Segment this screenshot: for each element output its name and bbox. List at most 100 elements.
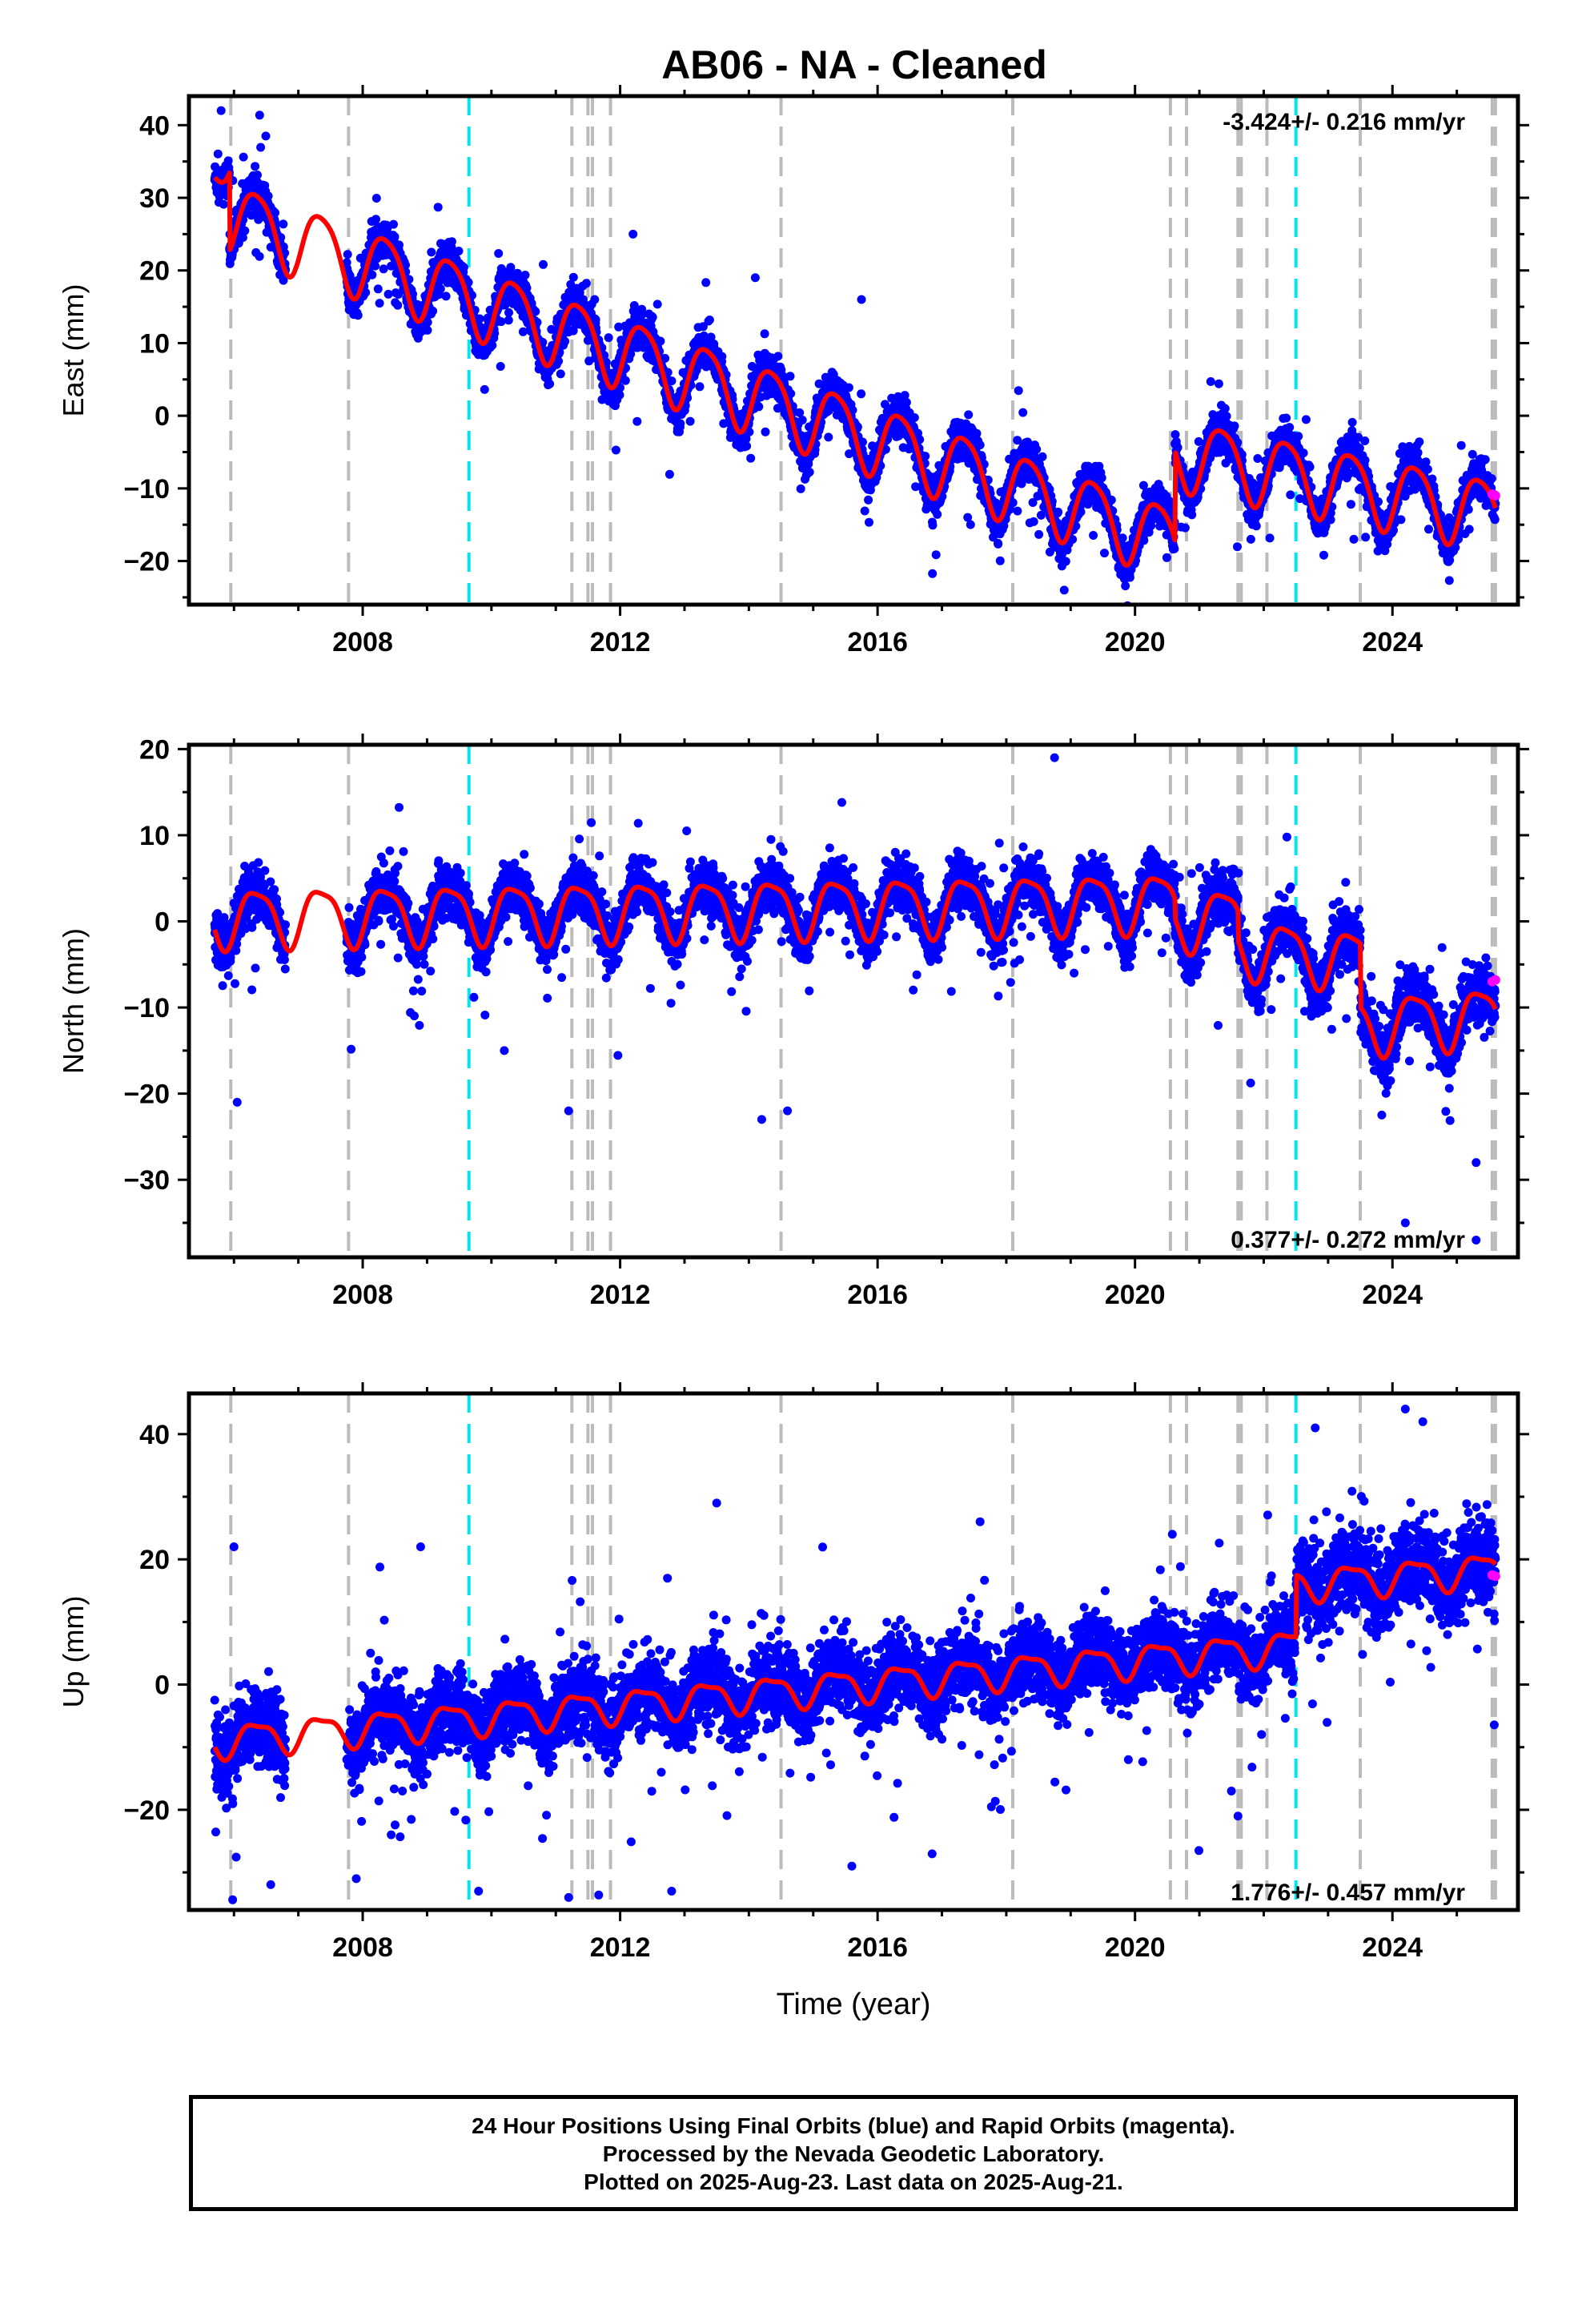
data-point (1054, 507, 1063, 517)
data-point (901, 398, 911, 407)
data-point (353, 311, 363, 320)
data-point (459, 263, 468, 272)
data-point (279, 219, 288, 229)
data-point (251, 162, 260, 171)
data-point (1018, 408, 1028, 417)
data-point (383, 289, 393, 299)
data-point (371, 215, 380, 224)
data-point (746, 453, 756, 463)
data-point (964, 410, 974, 420)
data-point (239, 152, 248, 162)
data-point (238, 233, 247, 243)
data-point (436, 284, 445, 294)
data-point (741, 434, 751, 444)
data-point (824, 432, 833, 442)
data-point (972, 428, 982, 438)
data-point (805, 468, 814, 476)
data-point (604, 333, 613, 343)
data-point (590, 295, 600, 304)
data-point (255, 111, 264, 120)
data-point (865, 517, 873, 527)
data-point (423, 318, 432, 327)
data-point (427, 247, 436, 257)
data-point (556, 369, 565, 379)
data-point (933, 509, 942, 519)
data-point (591, 315, 600, 324)
data-point (393, 300, 403, 310)
data-point (656, 336, 665, 346)
data-point (761, 427, 770, 436)
data-point (568, 272, 578, 282)
data-point (1121, 581, 1130, 591)
data-point (464, 278, 473, 287)
data-point (379, 264, 388, 274)
data-point (705, 316, 714, 324)
data-point (864, 495, 873, 505)
data-point (389, 219, 398, 229)
plot-area (210, 96, 1500, 605)
data-point (742, 441, 752, 451)
data-point (1013, 506, 1022, 516)
data-point (797, 416, 807, 424)
data-point (213, 149, 223, 159)
data-point (401, 260, 410, 270)
data-point (395, 240, 404, 250)
data-point (219, 199, 228, 209)
data-point (909, 413, 919, 422)
data-point (616, 383, 624, 392)
figure-title: AB06 - NA - Cleaned (661, 42, 1047, 87)
data-point (1032, 444, 1042, 454)
data-point (539, 259, 548, 269)
panel-east: 2008 2012 2016 2020 2024−20−10010203040East … (57, 85, 1529, 657)
data-point (447, 237, 456, 247)
data-point (857, 389, 866, 399)
data-point (496, 317, 506, 327)
data-point (560, 336, 570, 346)
data-point (518, 327, 528, 336)
data-point (1100, 549, 1109, 558)
data-point (620, 376, 630, 385)
data-point (652, 300, 662, 309)
data-point (632, 416, 642, 426)
data-point (1125, 573, 1134, 582)
final-orbit-points (210, 111, 1500, 605)
data-point (504, 308, 513, 317)
data-point (785, 372, 795, 381)
data-point (760, 329, 769, 339)
data-point (796, 484, 805, 493)
data-point (615, 390, 624, 400)
data-point (367, 270, 377, 279)
data-point (538, 337, 548, 347)
data-point (667, 376, 677, 386)
data-point (611, 445, 620, 455)
data-point (375, 299, 384, 308)
data-point (921, 452, 930, 461)
data-point (995, 556, 1005, 565)
data-point (554, 356, 564, 366)
data-point (1097, 473, 1106, 483)
data-point (240, 226, 250, 235)
data-point (1029, 517, 1038, 526)
data-point (637, 310, 647, 320)
data-point (545, 379, 555, 388)
data-point (706, 332, 716, 342)
data-point (522, 283, 532, 293)
data-point (745, 427, 754, 436)
data-point (520, 271, 530, 279)
data-point (928, 521, 938, 530)
data-point (665, 469, 674, 479)
data-point (1014, 386, 1023, 396)
data-point (626, 349, 636, 359)
data-point (754, 402, 764, 412)
data-point (717, 352, 727, 361)
data-point (433, 203, 443, 212)
data-point (629, 301, 639, 310)
data-point (428, 306, 438, 316)
data-point (494, 249, 504, 258)
data-point (1139, 536, 1149, 545)
panels: 2008 2012 2016 2020 2024−20−10010203040East … (57, 85, 1529, 2021)
data-point (371, 261, 380, 271)
data-point (1061, 557, 1070, 566)
data-point (504, 316, 513, 325)
